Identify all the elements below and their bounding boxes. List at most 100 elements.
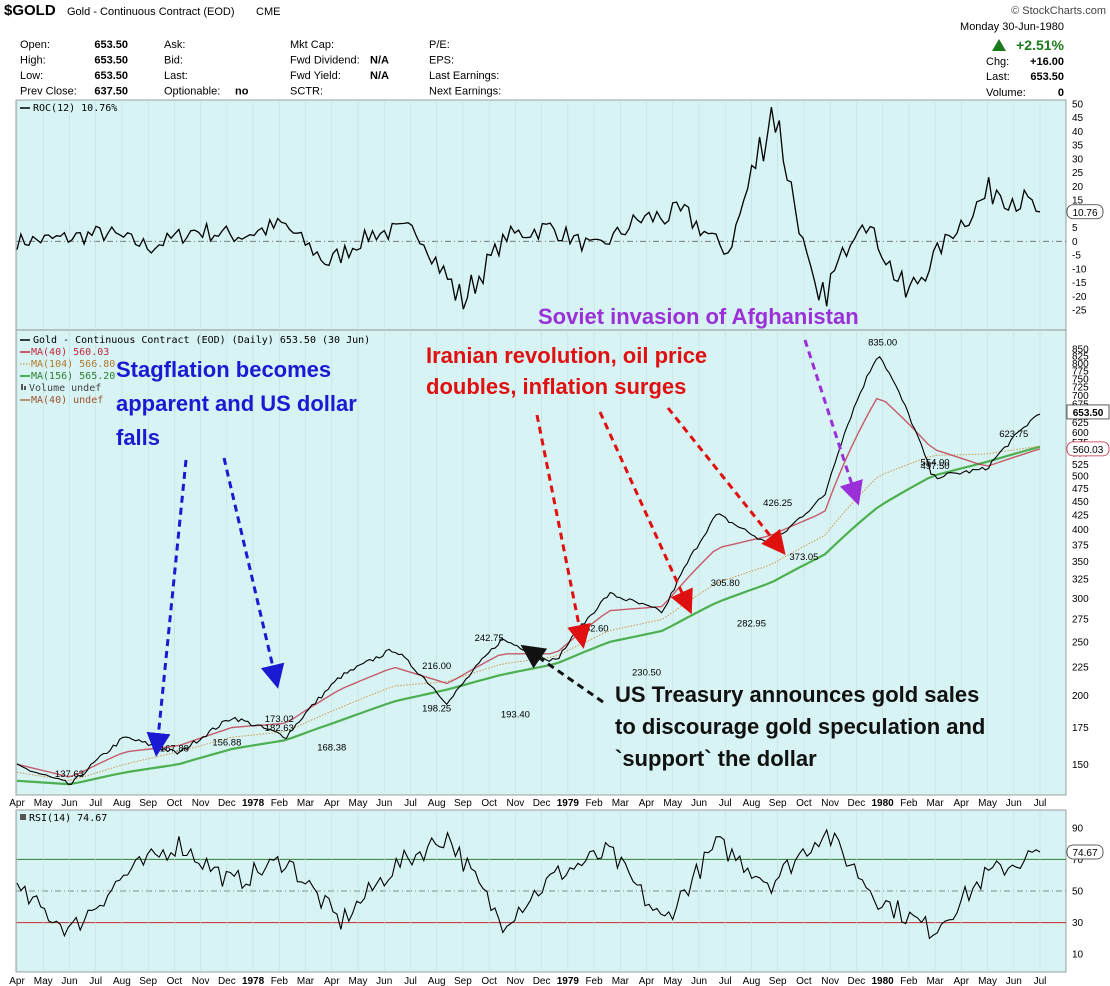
x-label-bottom-28: Aug: [743, 976, 761, 986]
x-label-bottom-39: Jul: [1034, 976, 1047, 986]
q1-label-0: Open:: [20, 39, 50, 51]
q1-value-0: 653.50: [94, 39, 128, 51]
x-label-bottom-35: Mar: [926, 976, 944, 986]
q3-label-0: Mkt Cap:: [290, 39, 334, 51]
quote-block: Open: 653.50 High: 653.50 Low: 653.50 Prev Clo…: [20, 39, 501, 98]
roc-panel: [15, 99, 1067, 331]
x-label-37: May: [978, 798, 997, 809]
rsi-last-value: 74.67: [1072, 848, 1097, 859]
price-legend: Gold - Continuous Contract (EOD) (Daily)…: [20, 335, 370, 406]
q2-label-0: Ask:: [164, 39, 185, 51]
ma104-legend-label: MA(104) 566.80: [31, 359, 115, 370]
header-chg-value: +16.00: [1030, 56, 1064, 68]
data-label-6: 216.00: [422, 661, 451, 672]
x-label-15: Jul: [404, 798, 417, 809]
q2-label-3: Optionable:: [164, 86, 220, 98]
x-label-bottom-3: Jul: [89, 976, 102, 986]
x-label-19: Nov: [506, 798, 524, 809]
stagflation-arrow-1: [146, 459, 188, 757]
q1-value-3: 637.50: [94, 86, 128, 98]
x-label-bottom-37: May: [978, 976, 997, 986]
x-label-bottom-14: Jun: [376, 976, 392, 986]
x-label-bottom-9: 1978: [242, 976, 265, 986]
annotation-arrows: [146, 339, 863, 757]
header-volume-label: Volume:: [986, 87, 1026, 99]
q4-label-2: Last Earnings:: [429, 70, 499, 82]
roc-tick-1: 45: [1072, 113, 1084, 124]
roc-grid: [16, 102, 1066, 328]
rsi-tick-2: 50: [1072, 887, 1084, 898]
data-label-4: 173.02: [265, 714, 294, 725]
iran-arrow-1: [535, 414, 591, 649]
q1-label-2: Low:: [20, 70, 43, 82]
x-label-36: Apr: [954, 798, 970, 809]
price-legend-label: Gold - Continuous Contract (EOD) (Daily)…: [33, 335, 370, 346]
x-label-bottom-30: Oct: [796, 976, 812, 986]
x-label-3: Jul: [89, 798, 102, 809]
annotation-treasury-line-1: US Treasury announces gold sales: [615, 682, 979, 707]
x-label-bottom-22: Feb: [585, 976, 603, 986]
roc-tick-2: 40: [1072, 127, 1084, 138]
x-label-11: Mar: [297, 798, 315, 809]
price-tick-3: 775: [1072, 367, 1089, 378]
x-label-bottom-21: 1979: [557, 976, 580, 986]
x-label-bottom-36: Apr: [954, 976, 970, 986]
data-label-8: 242.75: [475, 633, 504, 644]
x-label-20: Dec: [533, 798, 551, 809]
annotation-iran: Iranian revolution, oil price doubles, i…: [426, 343, 707, 399]
header-last-label: Last:: [986, 71, 1010, 83]
data-label-15: 373.05: [789, 552, 818, 563]
header-chg-label: Chg:: [986, 56, 1009, 68]
x-label-16: Aug: [428, 798, 446, 809]
q4-label-1: EPS:: [429, 55, 454, 67]
x-label-23: Mar: [612, 798, 630, 809]
x-label-22: Feb: [585, 798, 603, 809]
ma40b-legend-label: MA(40) undef: [31, 395, 103, 406]
annotation-iran-line-1: Iranian revolution, oil price: [426, 343, 707, 368]
header-date: Monday 30-Jun-1980: [960, 21, 1064, 33]
annotation-treasury-line-2: to discourage gold speculation and: [615, 714, 985, 739]
q3-value-2: N/A: [370, 70, 389, 82]
x-label-bottom-38: Jun: [1006, 976, 1022, 986]
rsi-tick-1: 70: [1072, 855, 1084, 866]
x-label-1: May: [34, 798, 53, 809]
header-change-pct: +2.51%: [1016, 37, 1064, 53]
x-label-bottom-17: Sep: [454, 976, 472, 986]
x-label-bottom-19: Nov: [506, 976, 524, 986]
data-label-19: 623.75: [999, 429, 1028, 440]
q1-label-3: Prev Close:: [20, 86, 77, 98]
price-last-box: [1066, 404, 1110, 420]
soviet-arrow: [803, 339, 863, 506]
roc-tick-6: 20: [1072, 182, 1084, 193]
annotation-treasury: US Treasury announces gold sales to disc…: [615, 682, 985, 771]
x-label-6: Oct: [167, 798, 183, 809]
q3-label-3: SCTR:: [290, 86, 323, 98]
x-label-bottom-8: Dec: [218, 976, 236, 986]
data-label-17: 554.00: [921, 457, 950, 468]
data-label-5: 168.38: [317, 743, 346, 754]
price-tick-20: 350: [1072, 557, 1089, 568]
data-label-18: 497.50: [921, 461, 950, 472]
roc-tick-15: -25: [1072, 306, 1087, 317]
annotation-stagflation-line-3: falls: [116, 425, 160, 450]
price-tick-25: 225: [1072, 663, 1089, 674]
volume-icon: [21, 384, 23, 390]
annotation-stagflation-line-1: Stagflation becomes: [116, 357, 331, 382]
chart-name: Gold - Continuous Contract (EOD): [67, 6, 235, 18]
x-label-18: Oct: [481, 798, 497, 809]
x-label-29: Sep: [769, 798, 787, 809]
data-label-2: 156.88: [212, 738, 241, 749]
x-label-bottom-29: Sep: [769, 976, 787, 986]
data-label-10: 252.60: [580, 624, 609, 635]
chart-symbol: $GOLD: [4, 2, 56, 19]
data-label-16: 835.00: [868, 337, 897, 348]
price-tick-26: 200: [1072, 691, 1089, 702]
roc-tick-9: 5: [1072, 223, 1078, 234]
price-tick-2: 800: [1072, 359, 1089, 370]
rsi-y-axis: 90 70 50 30 10 74.67: [1066, 823, 1104, 961]
x-axis-bottom: Apr May Jun Jul Aug Sep Oct Nov Dec 1978 Feb Mar Apr…: [9, 976, 1046, 986]
x-label-28: Aug: [743, 798, 761, 809]
x-label-25: May: [663, 798, 682, 809]
